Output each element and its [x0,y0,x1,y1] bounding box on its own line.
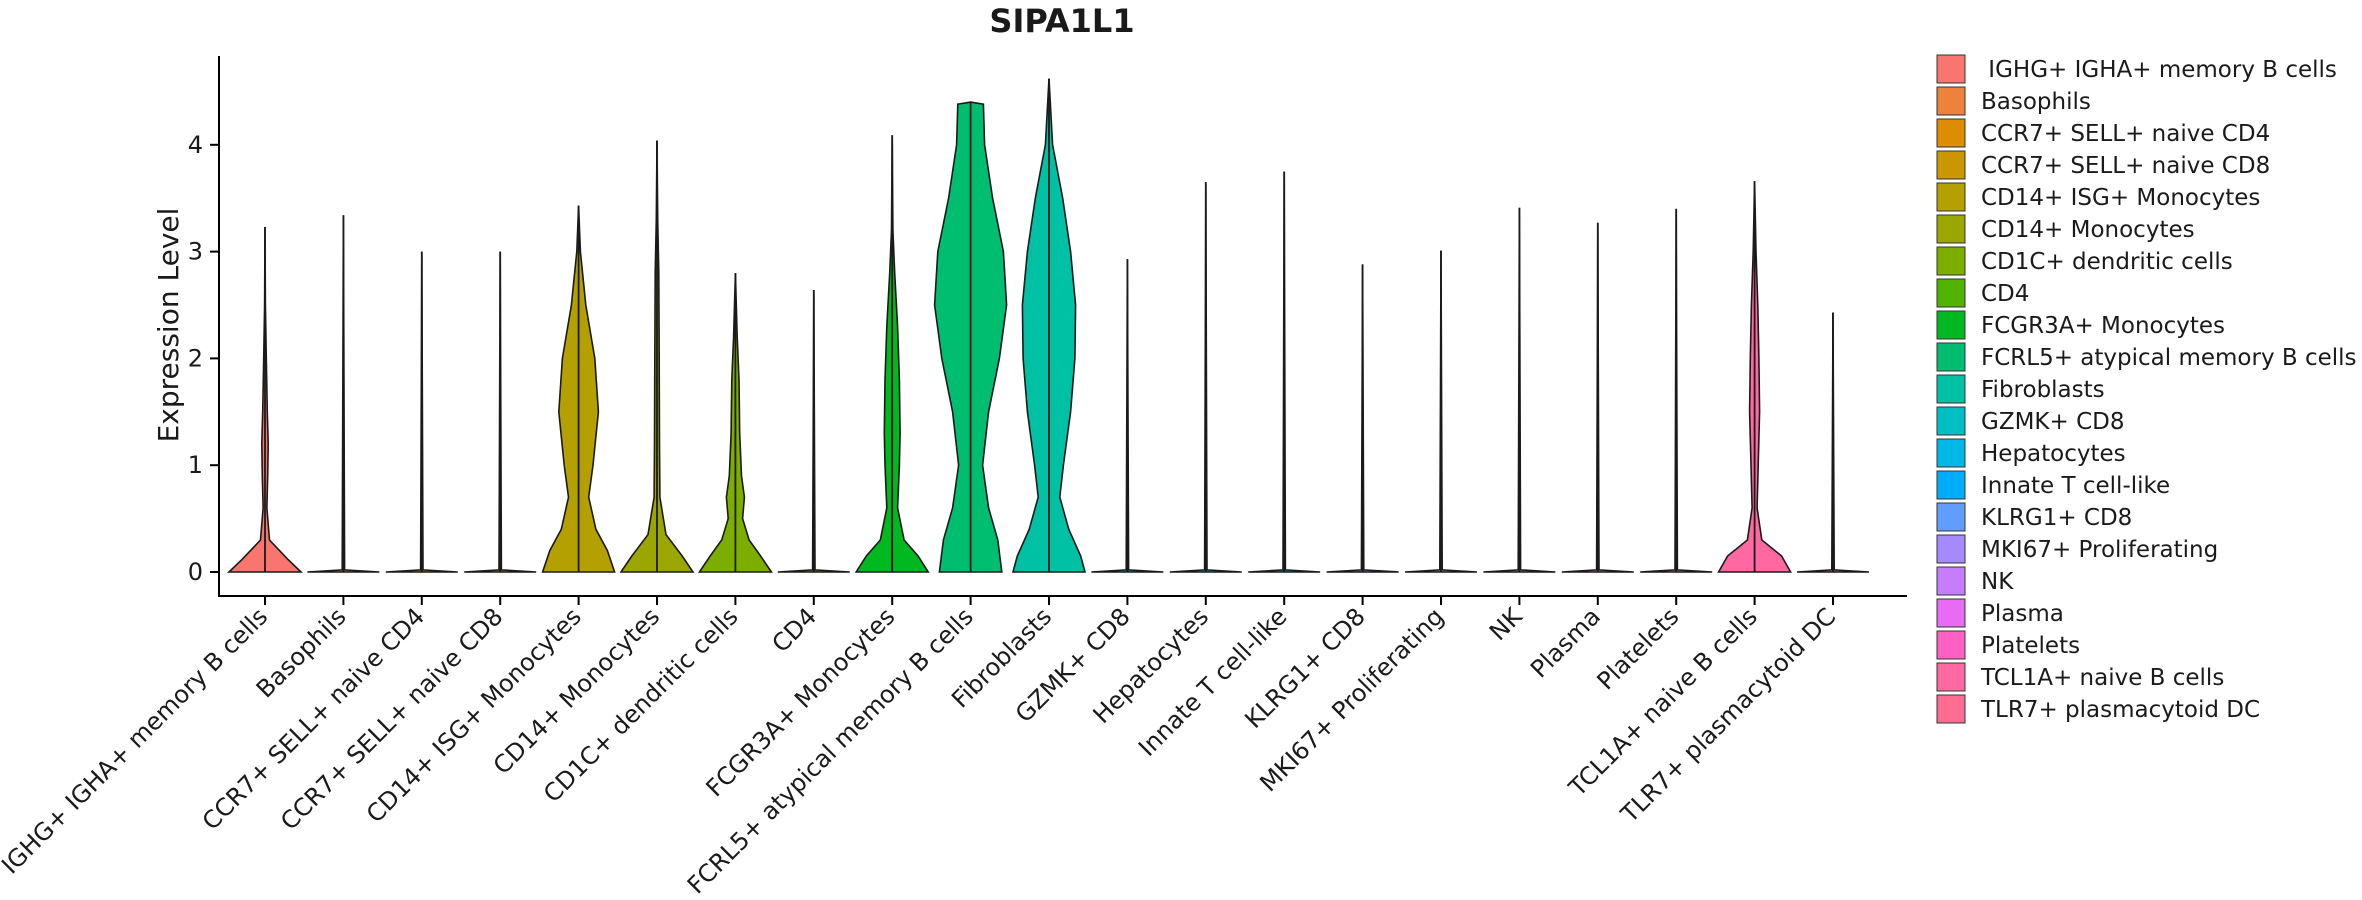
chart-title: SIPA1L1 [989,2,1134,40]
legend-label: CD14+ ISG+ Monocytes [1981,185,2260,211]
x-tick-label: NK [1484,602,1529,647]
legend-swatch [1936,630,1966,660]
legend-swatch [1936,118,1966,148]
y-tick-label: 2 [188,344,203,372]
legend-swatch [1936,566,1966,596]
legend-label: Fibroblasts [1981,377,2105,403]
legend-swatch [1936,310,1966,340]
legend-label: TCL1A+ naive B cells [1980,665,2224,691]
y-ticks-group: 0 1 2 3 4 [188,131,219,586]
legend-swatch [1936,246,1966,276]
legend-label: Innate T cell-like [1981,473,2170,499]
x-tick-label: FCRL5+ atypical memory B cells [682,602,979,899]
legend-swatch [1936,54,1966,84]
legend-label: Hepatocytes [1981,441,2126,467]
x-tick-label: Innate T cell-like [1133,602,1292,761]
legend-swatch [1936,694,1966,724]
legend-swatch [1936,374,1966,404]
violins-group [227,78,1870,573]
y-tick-label: 3 [188,238,203,266]
legend-label: IGHG+ IGHA+ memory B cells [1981,57,2337,83]
legend-label: CCR7+ SELL+ naive CD4 [1981,121,2270,147]
legend-swatch [1936,502,1966,532]
legend-label: MKI67+ Proliferating [1981,537,2218,563]
legend-swatch [1936,86,1966,116]
legend-label: NK [1981,569,2014,595]
x-ticks-group: IGHG+ IGHA+ memory B cellsBasophilsCCR7+… [0,596,1841,899]
x-tick-label: CD4 [767,602,823,658]
legend-swatch [1936,406,1966,436]
legend-swatch [1936,438,1966,468]
legend-label: FCRL5+ atypical memory B cells [1981,345,2357,371]
y-axis-label: Expression Level [152,208,185,443]
legend-label: CD14+ Monocytes [1981,217,2195,243]
legend-label: CD4 [1981,281,2029,307]
legend-swatch [1936,150,1966,180]
x-tick-label: IGHG+ IGHA+ memory B cells [0,602,273,879]
legend-swatch [1936,598,1966,628]
legend-swatch [1936,278,1966,308]
legend-swatch [1936,342,1966,372]
legend-label: TLR7+ plasmacytoid DC [1980,697,2260,723]
y-tick-label: 4 [188,131,203,159]
legend-swatch [1936,214,1966,244]
legend-label: Basophils [1981,89,2091,115]
legend: IGHG+ IGHA+ memory B cells Basophils CCR7+… [1936,54,2357,724]
legend-label: GZMK+ CD8 [1981,409,2125,435]
legend-label: CCR7+ SELL+ naive CD8 [1981,153,2270,179]
legend-label: KLRG1+ CD8 [1981,505,2132,531]
legend-label: Platelets [1981,633,2080,659]
y-tick-label: 0 [188,558,203,586]
legend-swatch [1936,534,1966,564]
legend-swatch [1936,470,1966,500]
legend-label: CD1C+ dendritic cells [1981,249,2233,275]
y-tick-label: 1 [188,451,203,479]
legend-swatch [1936,662,1966,692]
x-tick-label: Plasma [1525,602,1606,683]
legend-label: Plasma [1981,601,2064,627]
legend-swatch [1936,182,1966,212]
legend-label: FCGR3A+ Monocytes [1981,313,2225,339]
